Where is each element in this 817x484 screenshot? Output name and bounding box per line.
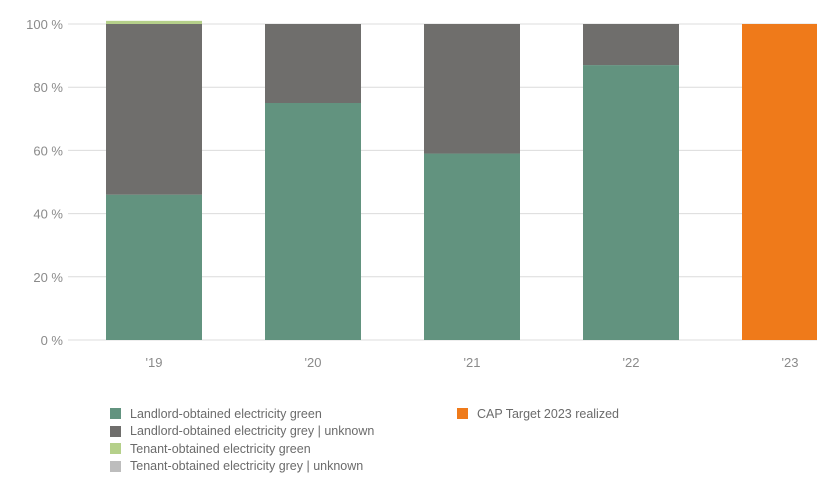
legend-swatch-landlord-green [110, 408, 121, 420]
legend-swatch-tenant-grey [110, 460, 121, 472]
bar-segment [583, 24, 679, 66]
y-tick-label: 100 % [26, 17, 63, 32]
bar-segment [106, 20, 202, 24]
x-tick-label: '20 [305, 355, 322, 370]
bar-segment [424, 24, 520, 154]
y-tick-label: 0 % [41, 333, 64, 348]
x-tick-label: '19 [146, 355, 163, 370]
bars [106, 20, 817, 340]
bar-segment [106, 194, 202, 340]
y-tick-label: 80 % [33, 80, 63, 95]
x-tick-label: '22 [623, 355, 640, 370]
bar-segment [265, 24, 361, 103]
x-axis-tick-labels: '19 '20 '21 '22 '23 [146, 355, 799, 370]
y-tick-label: 60 % [33, 143, 63, 158]
bar-segment [742, 24, 817, 340]
legend-item-cap-target: CAP Target 2023 realized [457, 405, 619, 423]
legend-item-tenant-green: Tenant-obtained electricity green [110, 440, 374, 458]
legend-right: CAP Target 2023 realized [457, 405, 619, 423]
legend-item-landlord-grey: Landlord-obtained electricity grey | unk… [110, 423, 374, 441]
legend-label-landlord-grey: Landlord-obtained electricity grey | unk… [130, 424, 375, 439]
x-tick-label: '23 [782, 355, 799, 370]
legend-left: Landlord-obtained electricity green Land… [110, 405, 374, 475]
legend-label-cap-target: CAP Target 2023 realized [477, 406, 619, 421]
legend-label-landlord-green: Landlord-obtained electricity green [130, 406, 322, 421]
legend-label-tenant-grey: Tenant-obtained electricity grey | unkno… [130, 459, 364, 474]
x-tick-label: '21 [464, 355, 481, 370]
bar-segment [106, 24, 202, 195]
bar-segment [424, 153, 520, 340]
legend-item-tenant-grey: Tenant-obtained electricity grey | unkno… [110, 458, 374, 476]
y-axis-tick-labels: 0 % 20 % 40 % 60 % 80 % 100 % [26, 17, 63, 348]
legend-label-tenant-green: Tenant-obtained electricity green [130, 441, 311, 456]
legend-item-landlord-green: Landlord-obtained electricity green [110, 405, 374, 423]
y-tick-label: 20 % [33, 270, 63, 285]
legend-swatch-cap-target [457, 408, 468, 420]
bar-segment [583, 65, 679, 340]
legend-swatch-tenant-green [110, 443, 121, 455]
bar-segment [265, 103, 361, 340]
legend-swatch-landlord-grey [110, 425, 121, 437]
y-tick-label: 40 % [33, 207, 63, 222]
